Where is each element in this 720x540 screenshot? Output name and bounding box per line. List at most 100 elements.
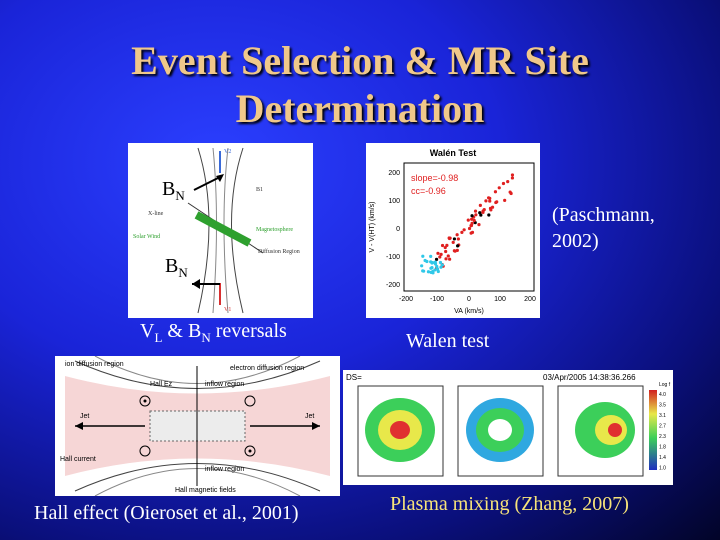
walen-point: [431, 271, 435, 275]
paschmann-line1: (Paschmann,: [552, 204, 655, 226]
walen-point: [460, 230, 464, 234]
hall-field-dot-1: [139, 395, 151, 407]
label-magnetosphere: Magnetosphere: [256, 227, 293, 233]
caption-vl: V: [140, 320, 155, 342]
walen-slope: slope=-0.98: [411, 173, 458, 183]
walen-point: [446, 254, 450, 258]
bn-label-bottom-b: B: [165, 255, 179, 277]
hall-field-x-1: [244, 395, 256, 407]
walen-point: [444, 257, 448, 261]
walen-xlabel: VA (km/s): [454, 308, 484, 315]
hall-electron-region: electron diffusion region: [230, 365, 304, 372]
walen-point: [466, 218, 470, 222]
walen-point: [510, 173, 515, 177]
walen-test-svg: Walén Test slope=-0.98 cc=-0.96 200 100 …: [369, 148, 536, 315]
walen-xtick-0: -200: [399, 296, 413, 303]
hall-fields: Hall magnetic fields: [175, 487, 236, 494]
caption-reversals: VL & BN reversals: [140, 320, 287, 346]
current-sheet: [194, 211, 252, 247]
walen-ytick-0: 200: [388, 170, 400, 177]
label-xline: X-line: [148, 211, 164, 217]
walen-ytick-2: 0: [396, 226, 400, 233]
walen-point: [444, 249, 448, 254]
walen-point: [493, 190, 498, 194]
walen-xtick-2: 0: [467, 296, 471, 303]
label-v1: V1: [224, 307, 231, 313]
plasma-colorbar-tick: 3.5: [659, 403, 666, 409]
plasma-colorbar-tick: 2.7: [659, 424, 666, 430]
hall-jet-right: Jet: [305, 413, 314, 420]
plasma-colorbar-tick: 4.0: [659, 392, 666, 398]
plasma-colorbar-tick: 3.1: [659, 413, 666, 419]
label-b1: B1: [256, 187, 263, 193]
caption-rest: reversals: [210, 320, 287, 342]
hall-inflow-top: inflow region: [205, 381, 244, 388]
walen-point: [484, 199, 488, 203]
walen-axes: [403, 162, 535, 292]
bn-arrow-top: [193, 174, 224, 191]
bn-label-bottom: BN: [165, 255, 188, 281]
caption-plasma: Plasma mixing (Zhang, 2007): [390, 493, 629, 515]
slide-title-line2: Determination: [235, 86, 485, 131]
walen-point: [433, 260, 437, 264]
walen-point: [439, 252, 443, 256]
walen-point: [452, 249, 456, 253]
plasma-mixing-svg: DS= 03/Apr/2005 14:38:36.266: [346, 373, 671, 477]
walen-point: [445, 243, 449, 247]
hall-ez: Hall Ez: [150, 381, 173, 388]
walen-point: [481, 210, 485, 214]
label-v2: V2: [224, 149, 231, 155]
walen-point: [462, 228, 466, 232]
walen-xtick-3: 100: [494, 296, 506, 303]
walen-point: [422, 269, 426, 273]
hall-jet-left: Jet: [80, 413, 89, 420]
bn-label-top: BN: [162, 178, 185, 204]
walen-point: [423, 258, 427, 263]
plasma-mixing-plot: DS= 03/Apr/2005 14:38:36.266: [343, 370, 673, 485]
caption-vl-sub: L: [154, 330, 163, 345]
walen-point: [467, 226, 472, 231]
plasma-colorbar-tick: 1.8: [659, 445, 666, 451]
walen-point: [420, 264, 424, 268]
walen-point: [455, 248, 459, 252]
walen-point: [435, 264, 439, 269]
plasma-colorbar-tick: 2.3: [659, 434, 666, 440]
hall-current: Hall current: [60, 456, 96, 463]
plasma-colorbar-ticks: 4.0 3.5 3.1 2.7 2.3 1.8 1.4 1.0: [659, 392, 666, 472]
label-diffusion: Diffusion Region: [258, 248, 300, 255]
walen-point: [474, 213, 478, 217]
walen-point: [472, 218, 476, 223]
walen-point: [470, 214, 474, 218]
bn-label-top-sub: N: [175, 188, 185, 203]
walen-test-plot: Walén Test slope=-0.98 cc=-0.96 200 100 …: [366, 143, 540, 318]
walen-point: [430, 261, 434, 265]
walen-point: [433, 268, 437, 272]
plasma-header-left: DS=: [346, 373, 362, 382]
walen-point: [482, 207, 486, 212]
plasma-panel-2: [457, 385, 544, 477]
paschmann-line2: 2002): [552, 230, 599, 252]
reconnection-diagram-svg: V2 B1 X-line Solar Wind Magnetosphere Di…: [133, 147, 300, 314]
walen-cc: cc=-0.96: [411, 186, 446, 196]
walen-xtick-1: -100: [430, 296, 444, 303]
walen-point: [421, 254, 425, 258]
reconnection-diagram: V2 B1 X-line Solar Wind Magnetosphere Di…: [128, 143, 313, 318]
walen-point: [510, 176, 515, 180]
walen-point: [448, 257, 452, 261]
walen-point: [429, 254, 433, 258]
bn-label-top-b: B: [162, 178, 176, 200]
walen-point: [452, 237, 457, 241]
walen-point: [488, 199, 492, 203]
walen-point: [478, 211, 482, 215]
walen-point: [470, 221, 474, 225]
walen-point: [501, 181, 506, 186]
walen-point: [456, 237, 460, 241]
plasma-colorbar-tick: 1.0: [659, 466, 666, 472]
walen-ytick-4: -200: [386, 282, 400, 289]
walen-point: [447, 236, 451, 240]
plasma-colorbar: [649, 390, 657, 470]
walen-point: [488, 196, 492, 200]
walen-point: [443, 245, 447, 250]
walen-point: [434, 257, 439, 261]
walen-point: [503, 198, 507, 202]
